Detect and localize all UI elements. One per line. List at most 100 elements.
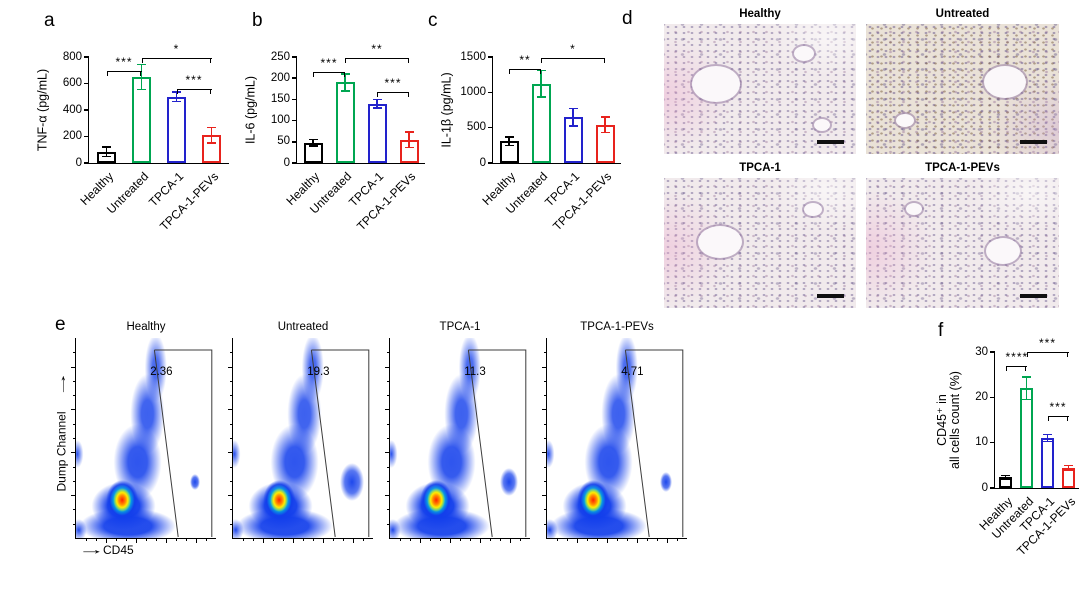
il1b-bar-chart: 0 500 1000 1500 Healthy Untreated TPCA-1 TPCA-1…: [440, 42, 621, 233]
y-tick: [990, 396, 995, 399]
significance-bracket-end: [141, 58, 143, 64]
error-bar: [572, 108, 574, 126]
y-tick: [84, 135, 89, 138]
y-axis-tick: [544, 395, 547, 397]
y-axis-label: IL-6 (pg/mL): [243, 75, 258, 145]
y-tick-label: 50: [277, 135, 290, 148]
x-axis-tick: [96, 538, 97, 541]
significance-bracket-end: [140, 70, 142, 76]
error-bar-cap: [340, 73, 350, 75]
error-bar: [210, 127, 213, 144]
significance-label: **: [519, 52, 531, 67]
y-tick: [990, 441, 995, 444]
x-axis-tick: [166, 538, 167, 543]
flow-plot-title: TPCA-1: [439, 321, 481, 333]
x-axis-tick: [293, 538, 294, 543]
error-bar-cap: [600, 131, 610, 134]
y-tick-label: 200: [62, 130, 82, 142]
y-tick-label: 10: [975, 436, 988, 449]
panel-label-e: e: [55, 314, 66, 335]
y-tick-label: 0: [981, 481, 988, 494]
error-bar: [540, 70, 542, 97]
error-bar-cap: [137, 88, 146, 91]
x-axis-tick: [420, 538, 421, 543]
panel-label-c: c: [428, 10, 438, 31]
significance-label: ***: [384, 75, 402, 90]
bar: [1019, 388, 1033, 488]
y-tick: [84, 109, 89, 111]
micrograph-title-untreated: Untreated: [935, 8, 990, 20]
gated-population-blob: [660, 472, 672, 492]
x-axis-tick: [510, 538, 511, 543]
x-axis-tick: [557, 538, 558, 541]
y-axis-tick: [387, 438, 390, 439]
y-axis-tick: [387, 466, 390, 468]
y-tick-label: 0: [479, 156, 486, 169]
y-axis-tick: [387, 395, 390, 397]
x-axis-tick: [106, 538, 107, 543]
significance-bracket-end: [407, 91, 409, 97]
error-bar-cap: [340, 90, 350, 92]
y-axis-tick: [544, 352, 547, 354]
airway-lumen: [692, 66, 740, 102]
y-tick-label: 500: [466, 121, 486, 134]
error-bar-cap: [1022, 376, 1031, 378]
y-axis-tick: [387, 380, 390, 382]
scale-bar: [1020, 140, 1047, 144]
y-axis-tick: [73, 395, 76, 397]
error-bar-cap: [600, 116, 610, 118]
gated-population-blob: [190, 473, 200, 491]
y-axis-tick: [73, 523, 76, 525]
error-bar-cap: [1022, 398, 1031, 401]
x-axis-tick: [480, 538, 481, 543]
gate-outline: [310, 349, 370, 538]
significance-bracket-end: [345, 58, 347, 64]
dump-channel-label: Dump Channel: [54, 411, 69, 492]
tnf-alpha-bar-chart: 0 200 400 600 800 Healthy Untreated TPCA-1 TPCA-…: [36, 42, 229, 233]
airway-lumen: [804, 203, 822, 216]
significance-label: ***: [115, 54, 133, 69]
y-axis-tick: [544, 480, 547, 482]
significance-bracket: [141, 58, 212, 60]
y-axis-label: TNF-α (pg/mL): [35, 68, 50, 152]
x-axis-tick: [587, 538, 588, 541]
micrograph-title-healthy: Healthy: [739, 8, 781, 20]
y-tick-label: 200: [270, 71, 290, 84]
gated-population-blob: [340, 463, 364, 501]
y-tick: [292, 141, 297, 143]
error-bar: [140, 64, 143, 90]
x-axis-tick: [667, 538, 668, 543]
y-tick-label: 400: [62, 103, 82, 116]
scale-bar: [817, 294, 844, 298]
gate-percent-label: 11.3: [464, 366, 486, 378]
error-bar-cap: [1043, 433, 1052, 436]
significance-label: ***: [320, 55, 338, 70]
y-axis-tick: [71, 452, 76, 454]
significance-bracket-end: [176, 88, 178, 94]
y-axis-tick: [542, 366, 547, 368]
bar: [1040, 438, 1054, 488]
y-axis-tick: [228, 452, 233, 454]
significance-label: ***: [185, 72, 203, 87]
gate-outline: [153, 349, 213, 538]
y-tick: [84, 82, 89, 85]
y-axis-tick: [542, 409, 547, 411]
significance-bracket: [176, 88, 212, 91]
bar: [1061, 468, 1075, 488]
y-axis-tick: [73, 466, 76, 468]
x-axis-tick: [577, 538, 578, 543]
error-bar: [1004, 475, 1007, 479]
y-axis-tick: [73, 438, 76, 439]
y-tick-label: 1500: [460, 50, 486, 63]
airway-lumen: [984, 66, 1026, 98]
y-tick: [84, 162, 89, 164]
x-axis-tick: [430, 538, 431, 541]
y-axis-tick: [71, 495, 76, 497]
x-axis-tick: [243, 538, 244, 541]
x-axis-tick: [460, 538, 461, 541]
x-axis-tick: [500, 538, 501, 541]
significance-bracket-end: [1026, 352, 1028, 357]
significance-bracket: [345, 58, 409, 60]
x-axis-tick: [196, 538, 197, 543]
